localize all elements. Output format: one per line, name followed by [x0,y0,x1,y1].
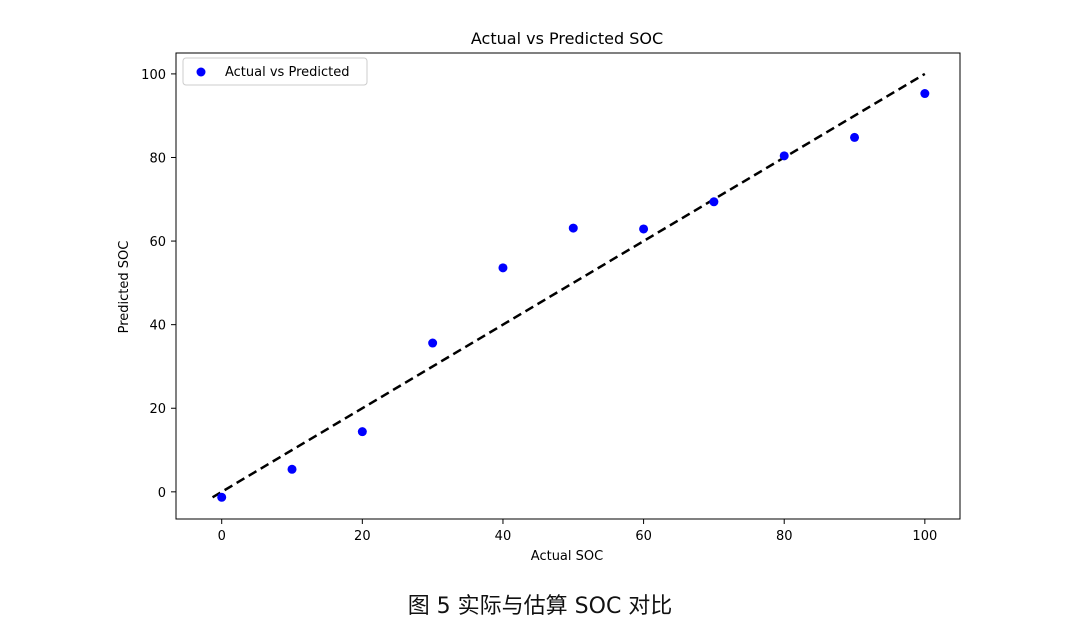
y-tick-label: 0 [158,486,166,501]
data-point [498,263,508,273]
data-point [639,224,649,234]
y-tick-label: 60 [149,235,166,250]
data-point [779,151,789,161]
y-tick-label: 80 [149,151,166,166]
legend-marker [196,67,206,77]
data-point [287,464,297,474]
x-tick-label: 100 [912,529,937,544]
chart-title: Actual vs Predicted SOC [471,29,663,48]
data-point [709,197,719,207]
legend-label: Actual vs Predicted [225,65,349,80]
data-point [920,89,930,99]
x-tick-label: 20 [354,529,371,544]
points-layer [217,89,930,502]
x-tick-label: 40 [495,529,512,544]
y-tick-label: 20 [149,402,166,417]
x-tick-label: 80 [776,529,793,544]
y-axis-label: Predicted SOC [117,241,132,334]
data-point [357,427,367,437]
reference-line-layer [211,72,926,499]
y-tick-label: 40 [149,319,166,334]
x-tick-label: 0 [218,529,226,544]
legend-box [182,57,368,86]
data-point [568,223,578,233]
y-tick-label: 100 [141,68,166,83]
x-axis-label: Actual SOC [531,549,603,564]
legend: Actual vs Predicted [182,57,368,86]
data-point [428,338,438,348]
reference-line [211,72,926,499]
figure-caption: 图 5 实际与估算 SOC 对比 [407,594,673,619]
data-point [217,492,227,502]
x-tick-label: 60 [635,529,652,544]
data-point [850,132,860,142]
plot-frame [175,52,961,520]
axes: 0 20 40 60 80 100 0 20 40 60 80 100 [141,52,961,544]
